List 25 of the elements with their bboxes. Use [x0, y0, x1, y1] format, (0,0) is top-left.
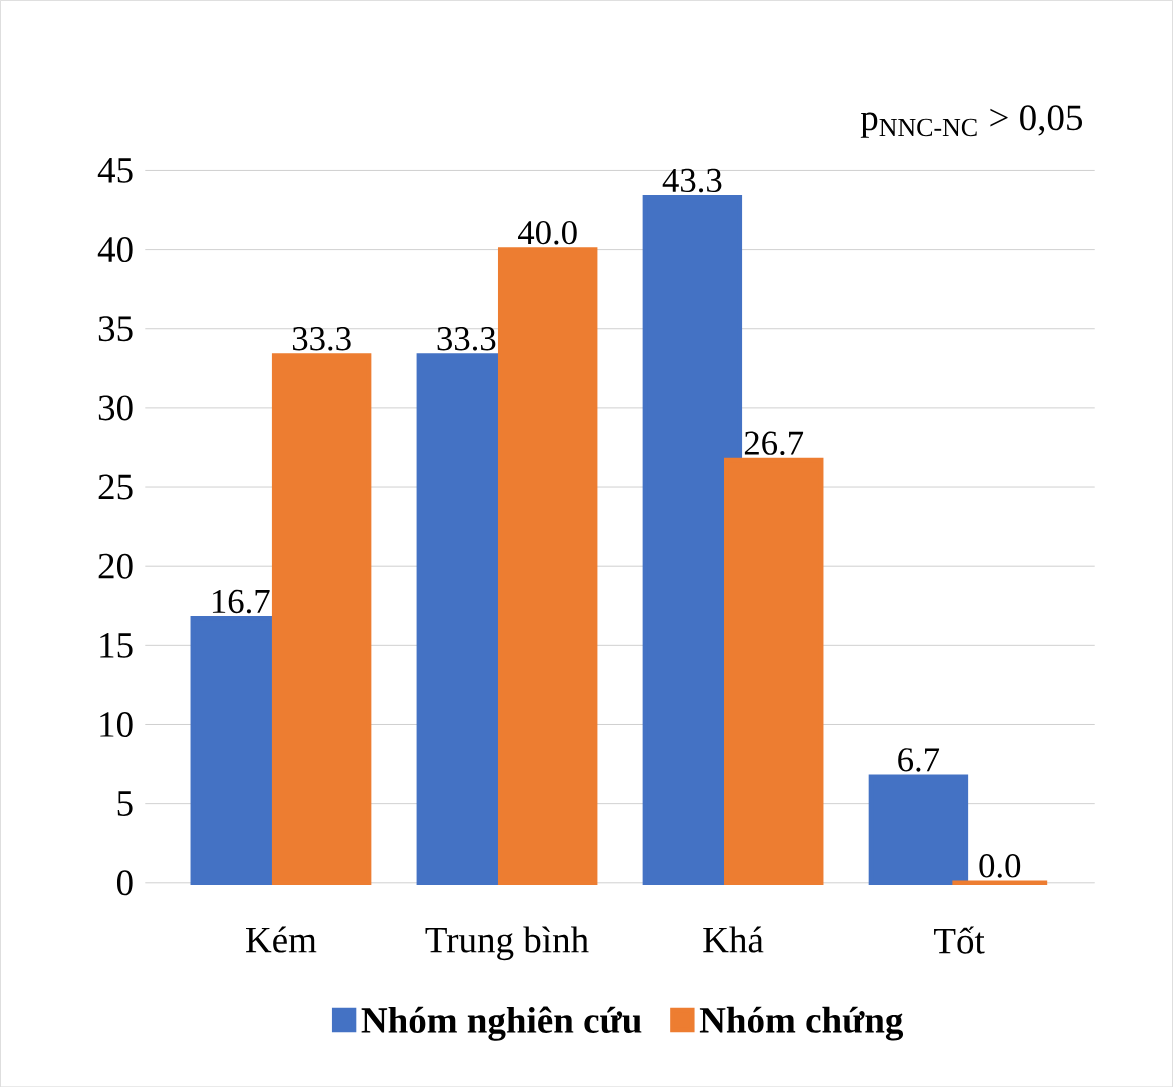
y-tick-label: 45 [97, 157, 133, 183]
data-label: 6.7 [898, 747, 940, 772]
y-tick-label: 0 [116, 870, 133, 896]
data-label: 26.7 [744, 431, 804, 455]
legend-label: Nhóm chứng [699, 1006, 904, 1041]
y-tick-label: 20 [98, 553, 133, 579]
data-label: 16.7 [212, 589, 270, 614]
x-tick-label: Trung bình [425, 926, 589, 960]
y-tick-label: 5 [117, 791, 133, 816]
data-label: 33.3 [437, 326, 496, 351]
y-tick-label: 25 [98, 474, 133, 500]
y-tick-label: 15 [100, 632, 133, 658]
y-tick-label: 30 [98, 395, 133, 421]
text: p$_{NNC-NC}$ > 0,05 [860, 105, 1083, 138]
y-tick-label: 40 [97, 236, 133, 262]
legend-label: Nhóm nghiên cứu [361, 1006, 642, 1041]
x-tick-label: Tốt [934, 926, 985, 954]
x-tick-label: Khá [703, 926, 764, 953]
data-label: 33.3 [292, 326, 351, 351]
data-label: 0.0 [979, 853, 1021, 878]
x-tick-label: Kém [246, 926, 317, 953]
y-tick-label: 35 [98, 316, 133, 341]
y-tick-label: 10 [100, 711, 133, 737]
data-label: 40.0 [518, 220, 577, 245]
data-label: 43.3 [662, 168, 722, 193]
